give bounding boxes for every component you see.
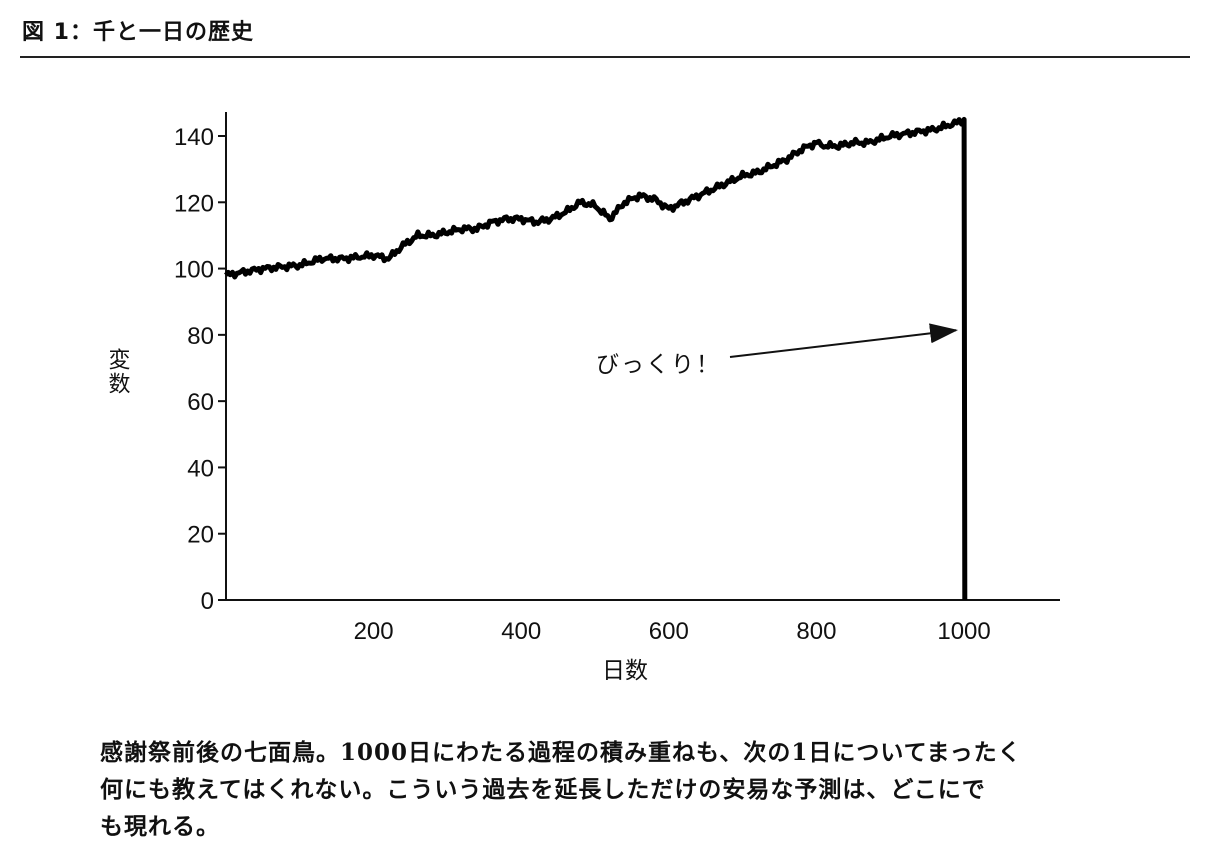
x-tick-label: 1000 (937, 618, 990, 645)
y-tick-label: 80 (187, 323, 214, 350)
y-tick-label: 40 (187, 455, 214, 482)
figure-title: 図 1：千と一日の歴史 (22, 20, 254, 45)
figure-caption: 感謝祭前後の七面鳥。1000日にわたる過程の積み重ねも、次の1日についてまったく… (100, 734, 1140, 845)
x-tick-label: 800 (796, 618, 836, 645)
x-tick-label: 400 (501, 618, 541, 645)
chart-axes (225, 112, 1060, 601)
caption-line: も現れる。 (100, 813, 220, 840)
caption-line: 感謝祭前後の七面鳥。1000日にわたる過程の積み重ねも、次の1日についてまったく (100, 739, 1022, 766)
x-tick-label: 200 (354, 618, 394, 645)
y-tick-label: 20 (187, 522, 214, 549)
annotation-label: びっくり！ (596, 352, 721, 378)
x-axis-label: 日数 (602, 658, 648, 684)
y-tick-label: 60 (187, 389, 214, 416)
caption-line: 何にも教えてはくれない。こういう過去を延長しただけの安易な予測は、どこにで (100, 776, 986, 803)
chart-ticks: 0 20 40 60 80 100 120 140 200 400 600 800 1000 日数 変数 (105, 124, 991, 684)
y-tick-label: 0 (201, 588, 214, 615)
y-axis-label: 変数 (105, 348, 131, 396)
annotation-arrow (729, 323, 959, 358)
x-tick-label: 600 (649, 618, 689, 645)
y-tick-label: 140 (174, 124, 214, 151)
title-rule (20, 56, 1190, 58)
chart-series (224, 116, 968, 601)
chart-annotation: びっくり！ (596, 323, 959, 378)
y-tick-label: 100 (174, 257, 214, 284)
series-line (224, 116, 968, 601)
y-tick-label: 120 (174, 190, 214, 217)
